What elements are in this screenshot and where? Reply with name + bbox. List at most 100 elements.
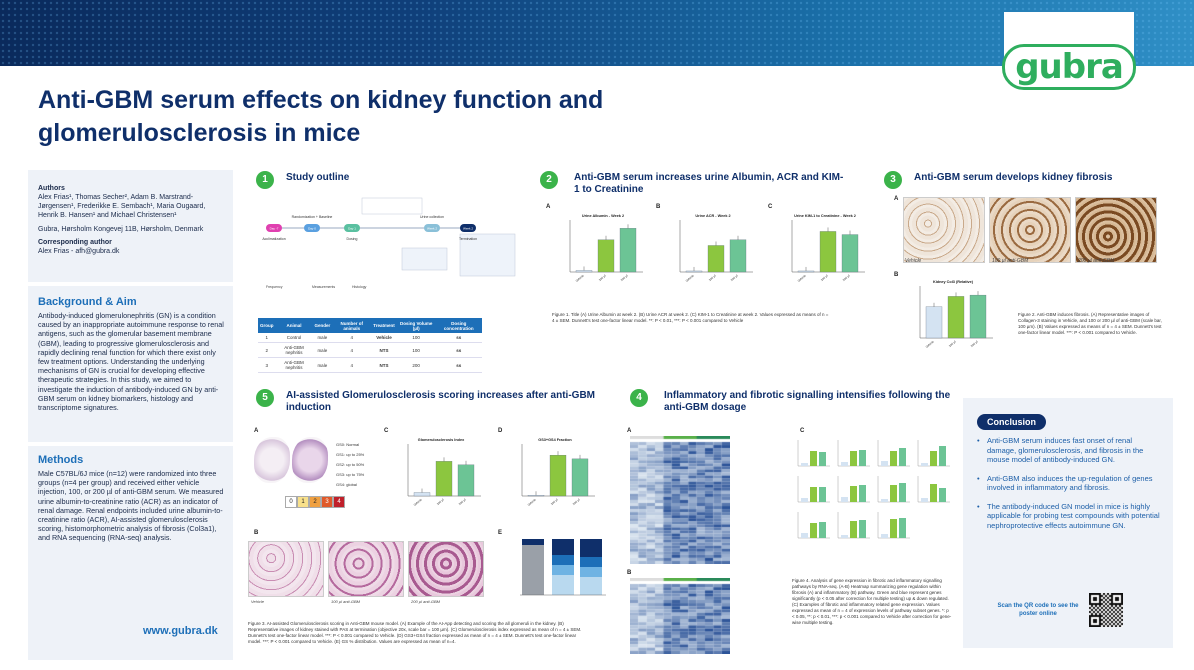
- bar: [881, 461, 888, 466]
- bar: [819, 522, 826, 538]
- section-1-title: Study outline: [286, 172, 350, 183]
- gs-score-box: 2: [309, 496, 321, 508]
- chart-title: Urine KIM-1 to Creatinine - Week 2: [794, 214, 856, 218]
- section-2-title: Anti-GBM serum increases urine Albumin, …: [574, 172, 844, 195]
- bar: [549, 454, 567, 497]
- bar: [707, 245, 725, 273]
- bar: [850, 521, 857, 538]
- tick-label: Vehicle: [797, 273, 807, 282]
- bar: [890, 519, 897, 538]
- conclusion-title: Conclusion: [977, 414, 1046, 430]
- tick-label: Vehicle: [925, 339, 935, 348]
- bar: [890, 451, 897, 466]
- bar: [899, 483, 906, 502]
- gs-index-chart: Glomerulosclerosis Index Vehicle 100 µl 200…: [407, 438, 481, 507]
- bar: [890, 485, 897, 502]
- panel-letter: E: [498, 530, 503, 536]
- tick-label: 200 µl: [842, 273, 851, 282]
- qr-code-icon[interactable]: [1089, 593, 1123, 627]
- panel-letter: C: [800, 428, 805, 434]
- corresponding-email[interactable]: Alex Frias - afh@gubra.dk: [38, 248, 120, 255]
- website-link[interactable]: www.gubra.dk: [143, 625, 218, 637]
- legend-entry: GS4: global: [336, 482, 357, 487]
- timeline-node: Week 2 Termination: [459, 224, 477, 241]
- svg-text:Day -7: Day -7: [270, 227, 279, 231]
- svg-text:Day 0: Day 0: [308, 227, 316, 231]
- table-cell: 4: [332, 342, 372, 358]
- study-timeline: Day -7 Acclimatization Day 0 Randomization …: [262, 197, 516, 289]
- gs34-fraction-chart: GS3+GS4 Fraction Vehicle 100 µl 200 µl: [521, 438, 595, 507]
- bar: [899, 518, 906, 538]
- table-cell: 100: [396, 333, 436, 343]
- conclusion-panel: Conclusion Anti-GBM serum induces fast o…: [963, 398, 1173, 648]
- legend-entry: GS3: up to 75%: [336, 472, 365, 477]
- table-cell: 4: [332, 333, 372, 343]
- bar: [930, 484, 937, 502]
- figure-3-caption: Figure 3. AI-assisted Glomerulosclerosis…: [248, 621, 582, 644]
- table-header: Dosing concentration: [435, 318, 482, 333]
- timeline-step: Termination: [459, 237, 477, 241]
- section-3-title: Anti-GBM serum develops kidney fibrosis: [914, 172, 1113, 183]
- col3-image-200: [1075, 197, 1157, 263]
- col3-image-vehicle: [903, 197, 985, 263]
- kidney-scored-image: [292, 437, 328, 483]
- bar: [859, 485, 866, 502]
- bar: [930, 451, 937, 466]
- gs-score-box: 1: [297, 496, 309, 508]
- pas-image-200: [408, 541, 484, 597]
- bar: [921, 463, 928, 466]
- bar: [457, 464, 475, 497]
- table-cell: male: [312, 333, 333, 343]
- image-label: Vehicle: [251, 599, 264, 604]
- timeline-node: Day 1 Dosing: [344, 224, 360, 241]
- background-block: Background & Aim Antibody-induced glomer…: [38, 296, 224, 413]
- panel-letter: B: [627, 570, 632, 576]
- col3-image-100: [989, 197, 1071, 263]
- bar: [881, 534, 888, 538]
- table-cell: 100: [396, 342, 436, 358]
- bar: [841, 462, 848, 466]
- table-header: Number of animals: [332, 318, 372, 333]
- sidebar: Authors Alex Frias¹, Thomas Secher², Ada…: [28, 170, 233, 660]
- methods-block: Methods Male C57BL/6J mice (n=12) were r…: [38, 454, 224, 543]
- bar: [850, 486, 857, 502]
- section-4-title: Inflammatory and fibrotic signalling int…: [664, 390, 951, 413]
- panel-letter: C: [384, 428, 389, 434]
- image-label: 200 µl anti-GBM: [411, 599, 440, 604]
- section-1-number: 1: [256, 171, 274, 189]
- tick-label: 200 µl: [730, 273, 739, 282]
- bar: [729, 239, 747, 273]
- bar: [939, 488, 946, 502]
- svg-text:Day 1: Day 1: [348, 227, 356, 231]
- bar: [571, 458, 589, 497]
- gs-score-box: 3: [321, 496, 333, 508]
- timeline-node: Day 0 Randomization + Baseline: [292, 215, 333, 232]
- bar: [947, 296, 965, 339]
- bar: [859, 520, 866, 538]
- table-header: Animal: [275, 318, 313, 333]
- image-label: 200 µl anti-GBM: [1078, 258, 1115, 264]
- legend-entry: GS1: up to 25%: [336, 452, 365, 457]
- image-label: 100 µl anti-GBM: [331, 599, 360, 604]
- chart-title: Urine Albumin - Week 2: [582, 214, 624, 218]
- bar: [841, 234, 859, 273]
- divider: [28, 442, 233, 446]
- table-cell: Control: [275, 333, 313, 343]
- header-banner: [0, 0, 1194, 66]
- timeline-step: Randomization + Baseline: [292, 215, 333, 219]
- bar: [797, 270, 815, 273]
- tick-label: Vehicle: [413, 497, 423, 506]
- bar: [810, 451, 817, 466]
- panel-letter: B: [894, 272, 899, 278]
- timeline-node: Day -7 Acclimatization: [262, 224, 286, 241]
- section-2-number: 2: [540, 171, 558, 189]
- chart-title: Kidney Col3 (Relative): [933, 280, 974, 284]
- figure-1-caption: Figure 1. Title (A) Urine Albumin at wee…: [552, 312, 829, 323]
- table-cell: Anti-GBM nephritis: [275, 342, 313, 358]
- urine-albumin-chart: Urine Albumin - Week 2 Vehicle 100 µl 200 µ…: [569, 214, 643, 283]
- image-label: 100 µl anti-GBM: [992, 258, 1029, 264]
- bar: [841, 535, 848, 538]
- gubra-logo: gubra: [1002, 12, 1136, 122]
- col3-chart: Kidney Col3 (Relative) Vehicle 100 µl 200 µ…: [919, 280, 993, 349]
